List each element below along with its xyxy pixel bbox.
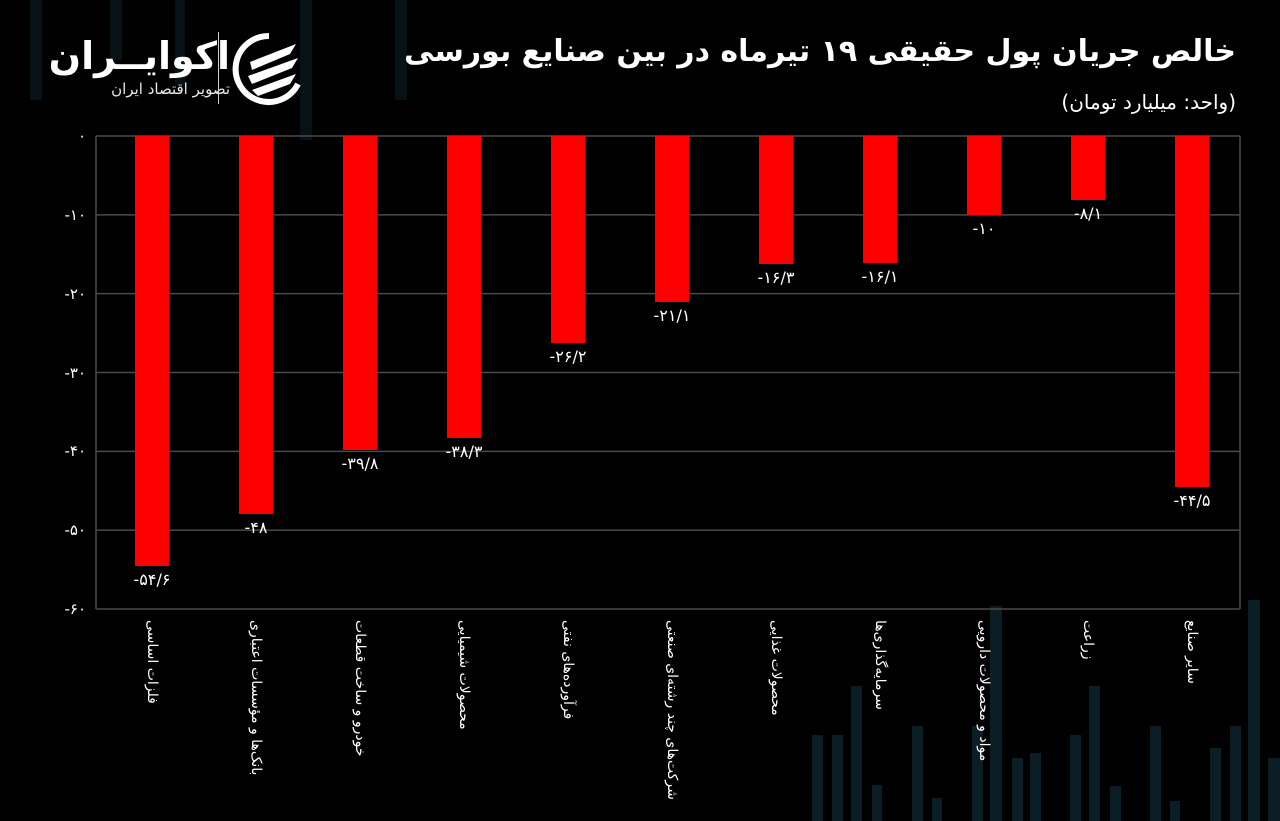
bar xyxy=(863,136,897,263)
chart-unit: (واحد: میلیارد تومان) xyxy=(1061,90,1236,114)
x-category-label: فرآورده‌های نفتی xyxy=(560,620,576,720)
bar-value-label: -۵۴/۶ xyxy=(133,570,171,590)
y-tick-label: -۴۰ xyxy=(64,442,86,461)
bar-value-label: -۳۸/۳ xyxy=(445,441,483,461)
y-tick-label: -۳۰ xyxy=(64,363,86,382)
bar-value-label: -۲۱/۱ xyxy=(653,306,691,326)
bar xyxy=(1071,136,1105,200)
x-category-label: شرکت‌های چند رشته‌ای صنعتی xyxy=(664,620,680,800)
x-category-label: محصولات غذایی xyxy=(768,620,784,716)
bar xyxy=(447,136,481,438)
x-category-label: سایر صنایع xyxy=(1184,620,1200,684)
bar xyxy=(655,136,689,303)
x-category-label: بانک‌ها و مؤسسات اعتباری xyxy=(248,620,264,776)
bar-value-label: -۴۴/۵ xyxy=(1173,490,1211,510)
bar xyxy=(759,136,793,265)
x-category-label: محصولات شیمیایی xyxy=(456,620,472,730)
x-category-label: زراعت xyxy=(1080,620,1096,660)
bar xyxy=(135,136,169,567)
y-tick-label: -۶۰ xyxy=(64,600,86,618)
bar-value-label: -۱۶/۳ xyxy=(757,268,795,288)
y-tick-label: -۵۰ xyxy=(64,521,86,540)
bar-value-label: -۸/۱ xyxy=(1073,203,1103,223)
bar-value-label: -۱۰ xyxy=(972,218,996,238)
bar-value-label: -۲۶/۲ xyxy=(549,346,587,366)
logo-tagline: تصویر اقتصاد ایران xyxy=(111,80,230,98)
bar xyxy=(1175,136,1209,487)
logo-mark-icon xyxy=(232,32,301,105)
y-tick-label: -۱۰ xyxy=(64,205,86,224)
bar xyxy=(239,136,273,515)
bar xyxy=(967,136,1001,215)
logo-divider xyxy=(218,32,219,104)
logo-name: اکوایــران xyxy=(48,34,230,78)
x-category-label: مواد و محصولات دارویی xyxy=(976,620,992,762)
y-tick-label: ۰ xyxy=(77,127,86,145)
brand-logo: اکوایــران تصویر اقتصاد ایران xyxy=(40,28,320,108)
chart-title: خالص جریان پول حقیقی ۱۹ تیرماه در بین صن… xyxy=(404,34,1236,69)
bar-value-label: -۴۸ xyxy=(244,518,268,538)
bar xyxy=(343,136,377,450)
y-tick-label: -۲۰ xyxy=(64,284,86,303)
x-category-label: فلزات اساسی xyxy=(144,620,160,704)
bar-value-label: -۳۹/۸ xyxy=(341,453,379,473)
x-category-label: سرمایه‌گذاری‌ها xyxy=(872,620,888,710)
x-category-label: خودرو و ساخت قطعات xyxy=(352,620,368,757)
bar-value-label: -۱۶/۱ xyxy=(861,266,899,286)
bar xyxy=(551,136,585,343)
